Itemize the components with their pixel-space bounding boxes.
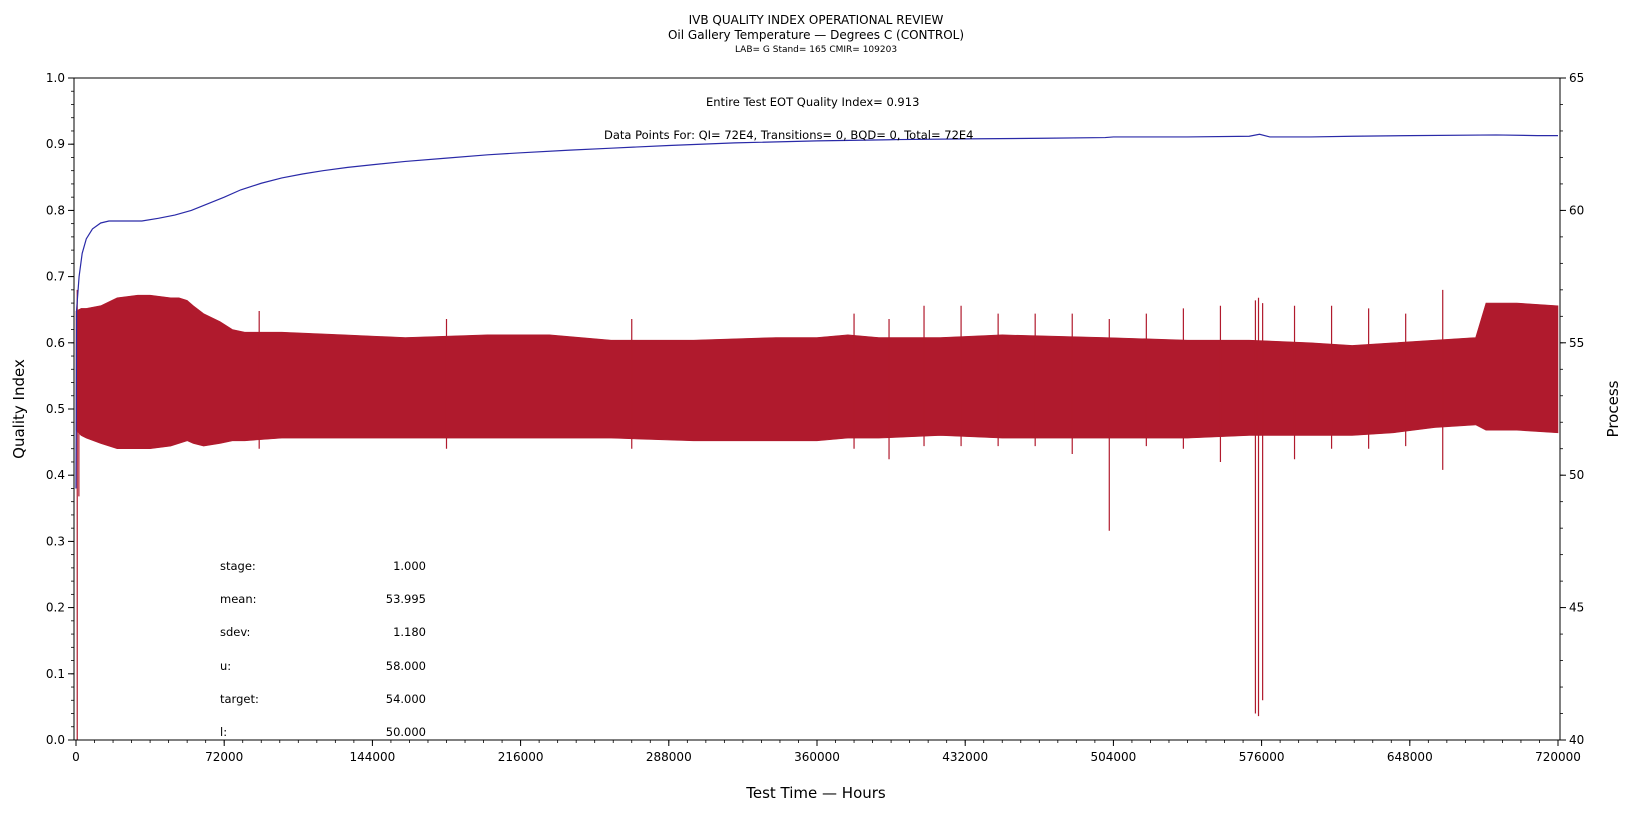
stat-label: l: — [220, 725, 227, 739]
annotation-data-points: Data Points For: QI= 72E4, Transitions= … — [604, 128, 973, 142]
process-band — [75, 294, 1559, 450]
stat-value: 50.000 — [386, 725, 426, 739]
y-tick-label: 0.2 — [46, 601, 65, 615]
stat-value: 1.180 — [393, 625, 426, 639]
annotations: Entire Test EOT Quality Index= 0.913 Dat… — [604, 95, 973, 142]
stat-value: 53.995 — [386, 592, 426, 606]
y-tick-label: 0.8 — [46, 203, 65, 217]
y-tick-label: 0.7 — [46, 270, 65, 284]
stat-label: u: — [220, 659, 231, 673]
y-tick-label: 0.5 — [46, 402, 65, 416]
y-tick-label: 0.4 — [46, 468, 65, 482]
stat-label: sdev: — [220, 625, 250, 639]
axes-layer: 0.0 0.1 0.2 0.3 0.4 0.5 0.6 0.7 0.8 0.9 1.0 40 45 50 5… — [46, 71, 1584, 764]
y-tick-label: 0.6 — [46, 336, 65, 350]
chart-subtitle-lab: LAB= G Stand= 165 CMIR= 109203 — [735, 45, 897, 55]
stat-label: target: — [220, 692, 259, 706]
x-tick-label: 504000 — [1090, 750, 1136, 764]
x-tick-label: 720000 — [1535, 750, 1581, 764]
x-tick-label: 648000 — [1387, 750, 1433, 764]
stat-label: stage: — [220, 559, 256, 573]
y-axis-title: Quality Index — [10, 359, 28, 459]
y-tick-label: 0.0 — [46, 733, 65, 747]
stat-value: 58.000 — [386, 659, 426, 673]
x-tick-label: 360000 — [794, 750, 840, 764]
y2-tick-label: 40 — [1569, 733, 1584, 747]
chart-subtitle: Oil Gallery Temperature — Degrees C (CON… — [668, 28, 964, 42]
stat-label: mean: — [220, 592, 257, 606]
x-tick-label: 216000 — [498, 750, 544, 764]
y-tick-label: 1.0 — [46, 71, 65, 85]
x-tick-label: 576000 — [1239, 750, 1285, 764]
chart-titles: IVB QUALITY INDEX OPERATIONAL REVIEW Oil… — [668, 13, 964, 55]
quality-index-line — [75, 133, 1558, 489]
stat-value: 54.000 — [386, 692, 426, 706]
y2-tick-label: 45 — [1569, 601, 1584, 615]
y2-tick-label: 55 — [1569, 336, 1584, 350]
x-tick-label: 0 — [72, 750, 80, 764]
stats-block: stage: 1.000 mean: 53.995 sdev: 1.180 u: 58.000… — [220, 559, 426, 739]
y2-tick-label: 50 — [1569, 468, 1584, 482]
y2-axis-title: Process — [1604, 380, 1622, 437]
series-layer — [75, 133, 1559, 740]
y-tick-label: 0.9 — [46, 137, 65, 151]
x-tick-label: 432000 — [942, 750, 988, 764]
annotation-quality-index: Entire Test EOT Quality Index= 0.913 — [706, 95, 919, 109]
x-tick-label: 72000 — [205, 750, 243, 764]
stat-value: 1.000 — [393, 559, 426, 573]
x-tick-label: 144000 — [349, 750, 395, 764]
y-tick-label: 0.3 — [46, 534, 65, 548]
chart-title: IVB QUALITY INDEX OPERATIONAL REVIEW — [689, 13, 944, 27]
y2-tick-label: 65 — [1569, 71, 1584, 85]
x-axis-title: Test Time — Hours — [745, 784, 886, 802]
y2-tick-label: 60 — [1569, 203, 1584, 217]
y-tick-label: 0.1 — [46, 667, 65, 681]
x-tick-label: 288000 — [646, 750, 692, 764]
